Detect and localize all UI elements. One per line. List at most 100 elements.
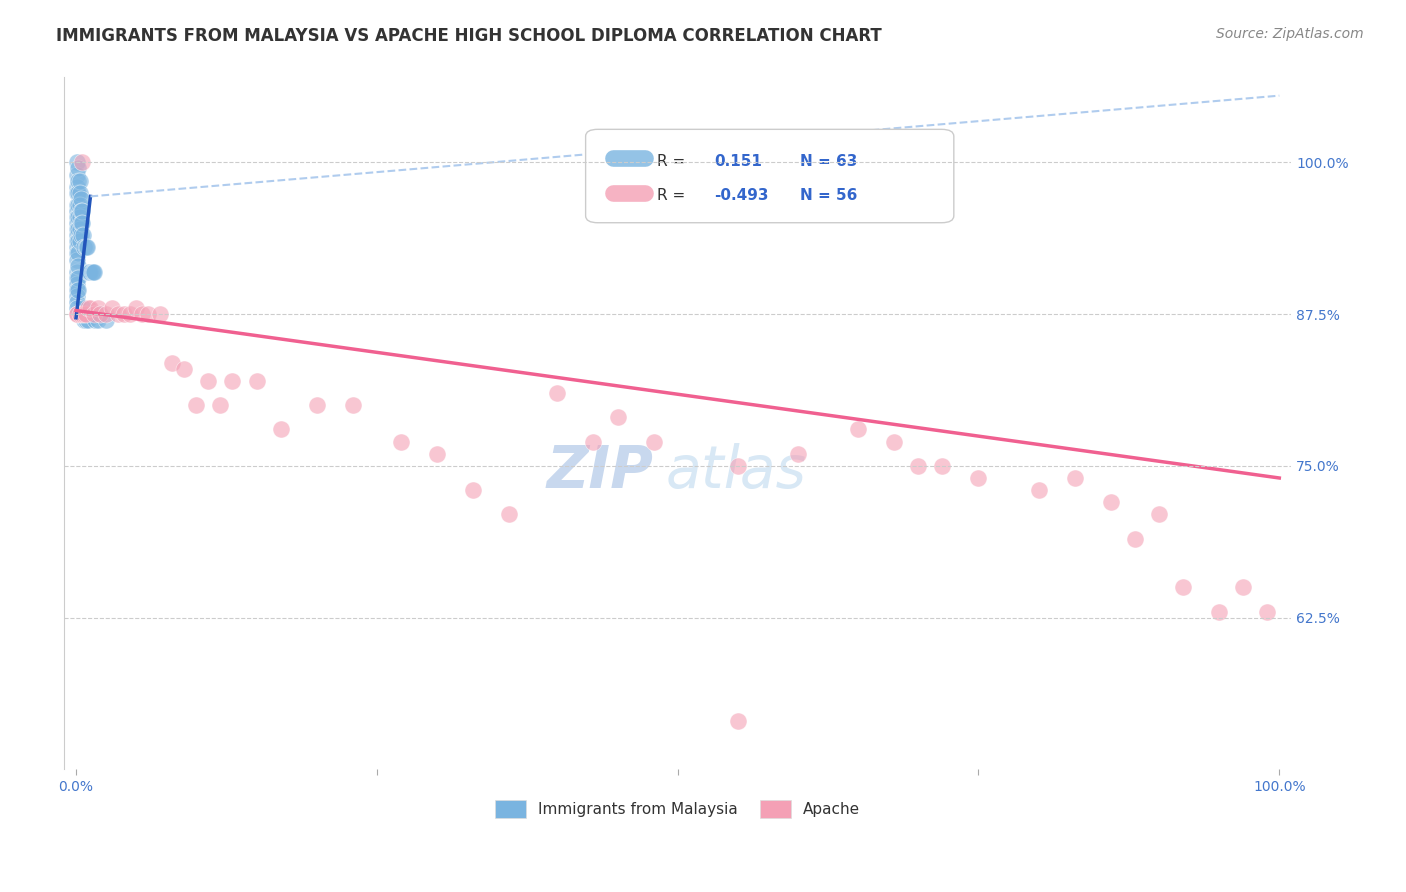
Point [66,168,89,182]
Point [66,246,89,260]
Point [66,179,89,194]
Text: -0.493: -0.493 [714,188,769,203]
Point [66,277,89,291]
Point [66,270,89,285]
Point [67,270,90,285]
Point [67,186,90,200]
Point [86,301,108,315]
Point [89,307,111,321]
Text: N = 63: N = 63 [800,153,858,169]
Point [86,313,108,327]
Point [727,714,749,728]
Point [77,265,100,279]
Point [546,386,568,401]
Point [66,307,89,321]
Point [1171,580,1194,594]
Point [1256,605,1278,619]
Point [67,222,90,236]
Point [79,301,101,315]
Point [67,173,90,187]
Point [1208,605,1230,619]
Point [69,222,91,236]
Point [931,458,953,473]
Point [80,265,103,279]
Point [75,240,97,254]
Point [69,307,91,321]
Point [82,265,104,279]
Point [66,301,89,315]
Point [70,307,93,321]
Point [66,155,89,169]
Point [883,434,905,449]
Point [606,410,628,425]
Point [77,265,100,279]
Point [66,283,89,297]
Point [498,508,520,522]
Point [69,192,91,206]
Point [131,307,153,321]
Point [66,228,89,243]
Point [69,235,91,249]
Point [66,186,89,200]
Point [209,398,232,412]
Point [94,307,117,321]
Point [66,216,89,230]
Point [1123,532,1146,546]
Point [77,301,100,315]
Point [846,422,869,436]
Point [75,313,97,327]
Point [305,398,328,412]
Point [1147,508,1170,522]
Point [69,228,91,243]
Point [70,203,93,218]
Point [389,434,412,449]
Point [67,283,90,297]
FancyBboxPatch shape [586,129,953,223]
Point [907,458,929,473]
Text: R =: R = [657,153,685,169]
Point [1099,495,1122,509]
Point [83,307,105,321]
Text: atlas: atlas [665,443,807,500]
Point [66,203,89,218]
Point [72,228,94,243]
Point [221,374,243,388]
Point [426,447,449,461]
Point [270,422,292,436]
Point [67,161,90,176]
Point [73,313,96,327]
Point [70,307,93,321]
Point [787,447,810,461]
Point [727,458,749,473]
Point [245,374,267,388]
Text: N = 56: N = 56 [800,188,858,203]
Point [69,210,91,224]
Point [1028,483,1050,497]
Point [76,240,98,254]
Point [66,235,89,249]
Point [69,198,91,212]
Text: 0.151: 0.151 [714,153,762,169]
Point [149,307,172,321]
Point [84,313,107,327]
Point [1063,471,1085,485]
Point [67,259,90,273]
Text: ZIP: ZIP [547,443,654,500]
Point [66,307,89,321]
Point [582,434,605,449]
Point [94,313,117,327]
Point [342,398,364,412]
Point [967,471,990,485]
Point [66,198,89,212]
Point [1232,580,1254,594]
Text: Source: ZipAtlas.com: Source: ZipAtlas.com [1216,27,1364,41]
Point [461,483,484,497]
Point [75,307,97,321]
Point [107,307,129,321]
Point [643,434,665,449]
Point [72,301,94,315]
Text: IMMIGRANTS FROM MALAYSIA VS APACHE HIGH SCHOOL DIPLOMA CORRELATION CHART: IMMIGRANTS FROM MALAYSIA VS APACHE HIGH … [56,27,882,45]
Point [136,307,159,321]
Point [66,289,89,303]
Point [66,295,89,310]
